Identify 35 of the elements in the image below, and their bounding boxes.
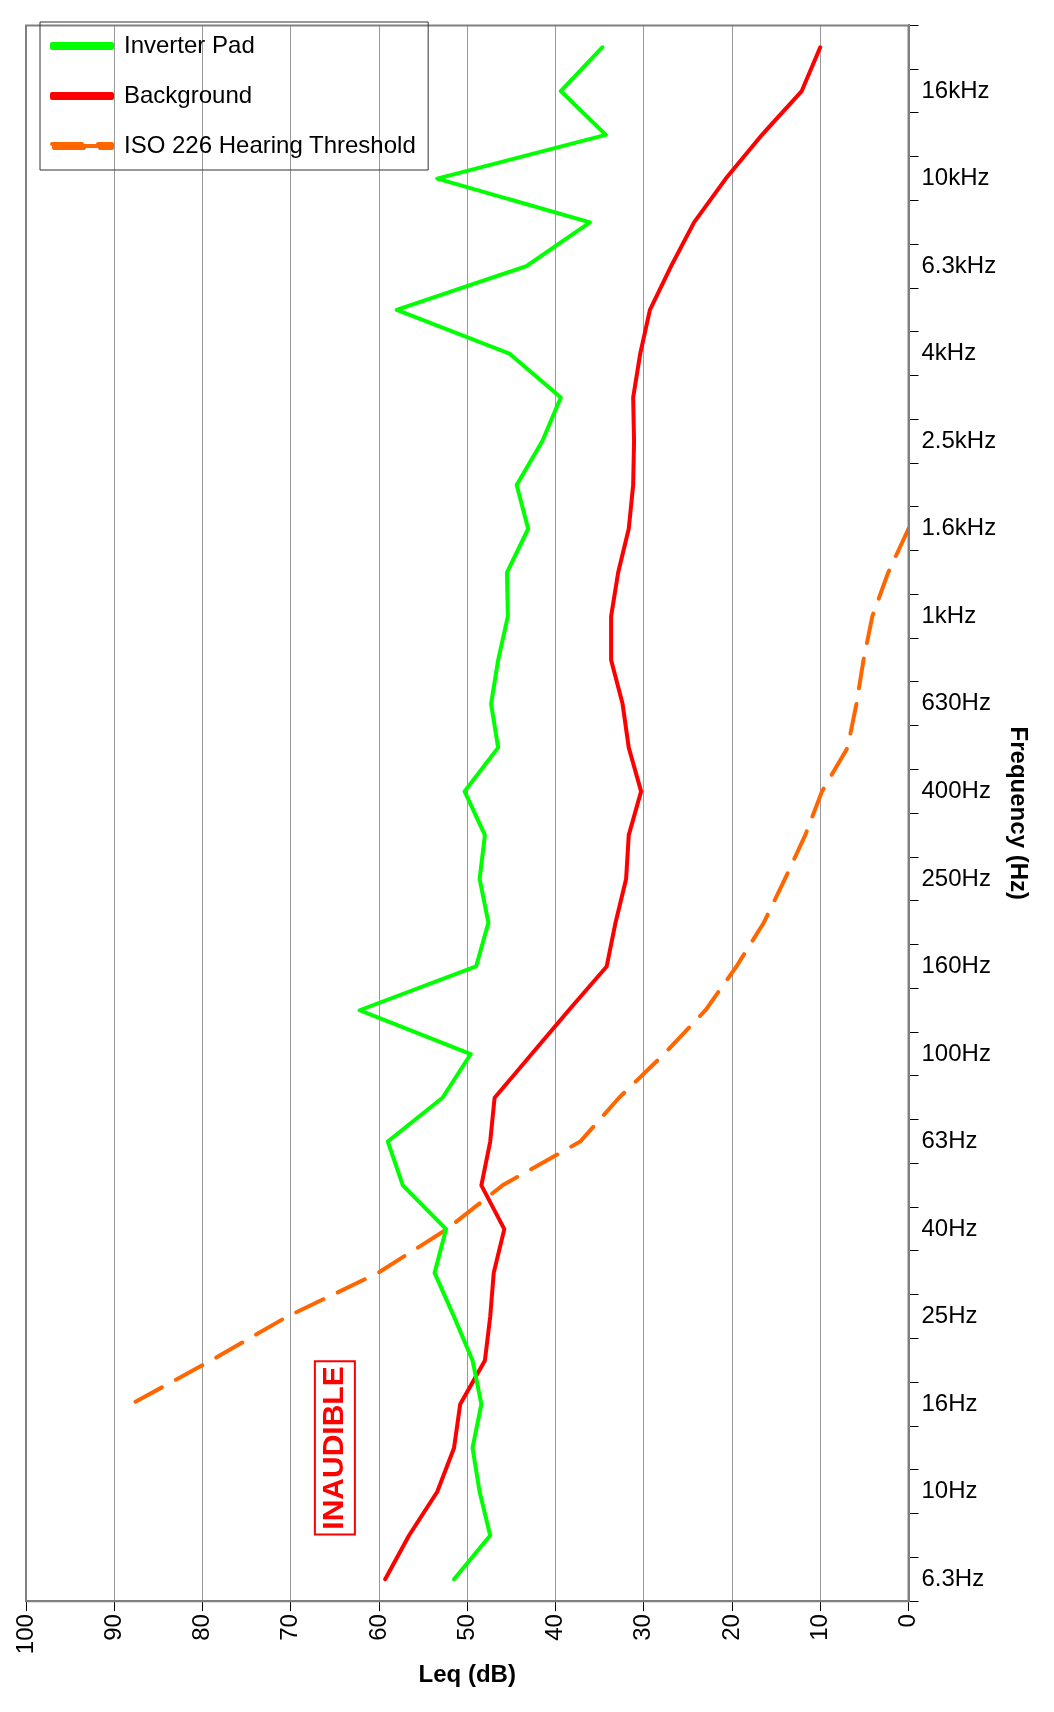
- y-tick-label: 160Hz: [921, 951, 991, 979]
- x-axis-title: Leq (dB): [418, 1660, 516, 1688]
- y-tick-label: 6.3Hz: [921, 1563, 985, 1591]
- y-tick-label: 630Hz: [921, 688, 991, 716]
- y-tick-label: 2.5kHz: [921, 425, 997, 453]
- x-tick-label: 90: [98, 1614, 126, 1641]
- x-tick-label: 100: [10, 1614, 38, 1655]
- annotation: INAUDIBLE: [316, 1366, 350, 1530]
- x-tick-label: 30: [628, 1614, 656, 1641]
- x-tick-label: 50: [451, 1614, 479, 1641]
- x-tick-label: 80: [187, 1614, 215, 1641]
- x-tick-label: 70: [275, 1614, 303, 1641]
- x-tick-label: 40: [540, 1614, 568, 1641]
- legend-label: Inverter Pad: [124, 30, 255, 58]
- y-tick-label: 10Hz: [921, 1476, 978, 1504]
- x-tick-label: 60: [363, 1614, 391, 1641]
- y-tick-label: 1.6kHz: [921, 513, 997, 541]
- y-tick-label: 16Hz: [921, 1388, 978, 1416]
- x-tick-label: 0: [893, 1614, 921, 1628]
- y-tick-label: 1kHz: [921, 600, 977, 628]
- x-tick-label: 10: [804, 1614, 832, 1641]
- y-axis-title: Frequency (Hz): [1005, 726, 1033, 900]
- y-tick-label: 25Hz: [921, 1301, 978, 1329]
- legend-label: ISO 226 Hearing Threshold: [124, 130, 416, 158]
- y-tick-label: 16kHz: [921, 75, 990, 103]
- y-tick-label: 63Hz: [921, 1126, 978, 1154]
- x-tick-label: 20: [716, 1614, 744, 1641]
- y-tick-label: 10kHz: [921, 163, 990, 191]
- y-tick-label: 100Hz: [921, 1038, 991, 1066]
- y-tick-label: 250Hz: [921, 863, 991, 891]
- y-tick-label: 400Hz: [921, 776, 991, 804]
- y-tick-label: 40Hz: [921, 1213, 978, 1241]
- y-tick-label: 6.3kHz: [921, 250, 997, 278]
- y-tick-label: 4kHz: [921, 338, 977, 366]
- legend-label: Background: [124, 80, 253, 108]
